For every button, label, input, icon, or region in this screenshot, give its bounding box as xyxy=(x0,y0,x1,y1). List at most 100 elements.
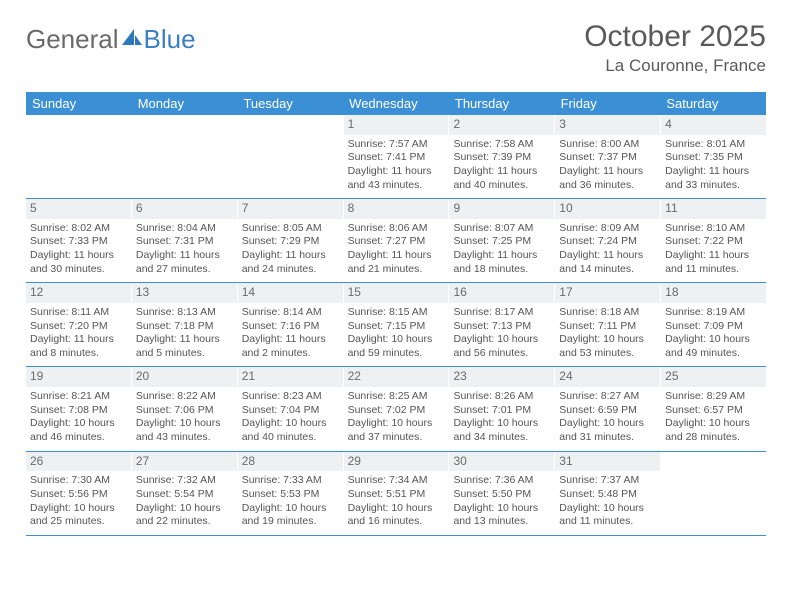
sunset-line: Sunset: 7:35 PM xyxy=(665,151,762,165)
calendar-cell: 24Sunrise: 8:27 AMSunset: 6:59 PMDayligh… xyxy=(555,367,661,450)
sunrise-line: Sunrise: 8:07 AM xyxy=(453,222,550,236)
calendar-cell xyxy=(132,115,238,198)
day-number: 1 xyxy=(344,115,449,135)
calendar-cell: 1Sunrise: 7:57 AMSunset: 7:41 PMDaylight… xyxy=(344,115,450,198)
sunrise-line: Sunrise: 8:10 AM xyxy=(665,222,762,236)
daylight-line-2: and 30 minutes. xyxy=(30,263,127,277)
daylight-line-1: Daylight: 10 hours xyxy=(348,502,445,516)
week-row: 12Sunrise: 8:11 AMSunset: 7:20 PMDayligh… xyxy=(26,283,766,367)
daylight-line-2: and 49 minutes. xyxy=(665,347,762,361)
sunrise-line: Sunrise: 8:13 AM xyxy=(136,306,233,320)
daylight-line-1: Daylight: 11 hours xyxy=(348,165,445,179)
calendar-cell: 30Sunrise: 7:36 AMSunset: 5:50 PMDayligh… xyxy=(449,452,555,535)
sunset-line: Sunset: 7:06 PM xyxy=(136,404,233,418)
sunset-line: Sunset: 7:11 PM xyxy=(559,320,656,334)
daylight-line-1: Daylight: 11 hours xyxy=(242,249,339,263)
daylight-line-1: Daylight: 10 hours xyxy=(665,417,762,431)
daylight-line-1: Daylight: 10 hours xyxy=(136,502,233,516)
day-number: 11 xyxy=(661,199,766,219)
daylight-line-2: and 19 minutes. xyxy=(242,515,339,529)
calendar: SundayMondayTuesdayWednesdayThursdayFrid… xyxy=(26,92,766,536)
sunrise-line: Sunrise: 8:06 AM xyxy=(348,222,445,236)
sunset-line: Sunset: 7:01 PM xyxy=(453,404,550,418)
sunrise-line: Sunrise: 8:15 AM xyxy=(348,306,445,320)
calendar-cell: 29Sunrise: 7:34 AMSunset: 5:51 PMDayligh… xyxy=(344,452,450,535)
logo-text-general: General xyxy=(26,24,119,55)
sunrise-line: Sunrise: 8:26 AM xyxy=(453,390,550,404)
daylight-line-1: Daylight: 10 hours xyxy=(453,502,550,516)
calendar-cell: 3Sunrise: 8:00 AMSunset: 7:37 PMDaylight… xyxy=(555,115,661,198)
sunset-line: Sunset: 5:48 PM xyxy=(559,488,656,502)
daylight-line-2: and 36 minutes. xyxy=(559,179,656,193)
day-number: 8 xyxy=(344,199,449,219)
calendar-cell xyxy=(238,115,344,198)
sunset-line: Sunset: 7:25 PM xyxy=(453,235,550,249)
daylight-line-2: and 56 minutes. xyxy=(453,347,550,361)
day-number: 25 xyxy=(661,367,766,387)
daylight-line-2: and 11 minutes. xyxy=(559,515,656,529)
day-number: 26 xyxy=(26,452,131,472)
page-title: October 2025 xyxy=(584,20,766,54)
day-number: 22 xyxy=(344,367,449,387)
sunrise-line: Sunrise: 8:01 AM xyxy=(665,138,762,152)
calendar-cell: 16Sunrise: 8:17 AMSunset: 7:13 PMDayligh… xyxy=(449,283,555,366)
daylight-line-1: Daylight: 11 hours xyxy=(559,165,656,179)
day-number: 7 xyxy=(238,199,343,219)
day-number: 6 xyxy=(132,199,237,219)
daylight-line-2: and 43 minutes. xyxy=(136,431,233,445)
sunset-line: Sunset: 7:31 PM xyxy=(136,235,233,249)
sunrise-line: Sunrise: 8:02 AM xyxy=(30,222,127,236)
sunset-line: Sunset: 5:51 PM xyxy=(348,488,445,502)
sunset-line: Sunset: 5:50 PM xyxy=(453,488,550,502)
daylight-line-2: and 43 minutes. xyxy=(348,179,445,193)
daylight-line-2: and 2 minutes. xyxy=(242,347,339,361)
daylight-line-1: Daylight: 11 hours xyxy=(348,249,445,263)
day-number: 21 xyxy=(238,367,343,387)
calendar-cell: 14Sunrise: 8:14 AMSunset: 7:16 PMDayligh… xyxy=(238,283,344,366)
sunrise-line: Sunrise: 8:27 AM xyxy=(559,390,656,404)
calendar-cell xyxy=(26,115,132,198)
day-number: 9 xyxy=(449,199,554,219)
calendar-cell: 23Sunrise: 8:26 AMSunset: 7:01 PMDayligh… xyxy=(449,367,555,450)
calendar-cell: 7Sunrise: 8:05 AMSunset: 7:29 PMDaylight… xyxy=(238,199,344,282)
sunrise-line: Sunrise: 8:19 AM xyxy=(665,306,762,320)
day-number: 27 xyxy=(132,452,237,472)
logo-sail-icon xyxy=(121,27,143,52)
header: General Blue October 2025 La Couronne, F… xyxy=(26,20,766,76)
daylight-line-1: Daylight: 11 hours xyxy=(665,165,762,179)
sunrise-line: Sunrise: 7:37 AM xyxy=(559,474,656,488)
daylight-line-1: Daylight: 11 hours xyxy=(30,249,127,263)
day-header: Friday xyxy=(555,92,661,115)
logo-text-blue: Blue xyxy=(144,24,196,55)
daylight-line-1: Daylight: 10 hours xyxy=(559,417,656,431)
daylight-line-1: Daylight: 10 hours xyxy=(242,502,339,516)
daylight-line-1: Daylight: 10 hours xyxy=(242,417,339,431)
day-number: 3 xyxy=(555,115,660,135)
calendar-cell xyxy=(661,452,766,535)
calendar-cell: 26Sunrise: 7:30 AMSunset: 5:56 PMDayligh… xyxy=(26,452,132,535)
daylight-line-2: and 24 minutes. xyxy=(242,263,339,277)
sunrise-line: Sunrise: 8:29 AM xyxy=(665,390,762,404)
calendar-cell: 20Sunrise: 8:22 AMSunset: 7:06 PMDayligh… xyxy=(132,367,238,450)
sunrise-line: Sunrise: 8:21 AM xyxy=(30,390,127,404)
calendar-cell: 5Sunrise: 8:02 AMSunset: 7:33 PMDaylight… xyxy=(26,199,132,282)
sunrise-line: Sunrise: 8:23 AM xyxy=(242,390,339,404)
day-number: 5 xyxy=(26,199,131,219)
sunrise-line: Sunrise: 7:58 AM xyxy=(453,138,550,152)
calendar-cell: 25Sunrise: 8:29 AMSunset: 6:57 PMDayligh… xyxy=(661,367,766,450)
sunrise-line: Sunrise: 7:34 AM xyxy=(348,474,445,488)
sunrise-line: Sunrise: 8:14 AM xyxy=(242,306,339,320)
day-number: 20 xyxy=(132,367,237,387)
daylight-line-1: Daylight: 10 hours xyxy=(348,417,445,431)
daylight-line-1: Daylight: 10 hours xyxy=(559,502,656,516)
daylight-line-1: Daylight: 10 hours xyxy=(453,333,550,347)
daylight-line-2: and 16 minutes. xyxy=(348,515,445,529)
day-number: 15 xyxy=(344,283,449,303)
calendar-cell: 10Sunrise: 8:09 AMSunset: 7:24 PMDayligh… xyxy=(555,199,661,282)
calendar-cell: 18Sunrise: 8:19 AMSunset: 7:09 PMDayligh… xyxy=(661,283,766,366)
sunset-line: Sunset: 6:59 PM xyxy=(559,404,656,418)
calendar-cell: 15Sunrise: 8:15 AMSunset: 7:15 PMDayligh… xyxy=(344,283,450,366)
day-number: 31 xyxy=(555,452,660,472)
sunrise-line: Sunrise: 8:17 AM xyxy=(453,306,550,320)
day-number: 10 xyxy=(555,199,660,219)
